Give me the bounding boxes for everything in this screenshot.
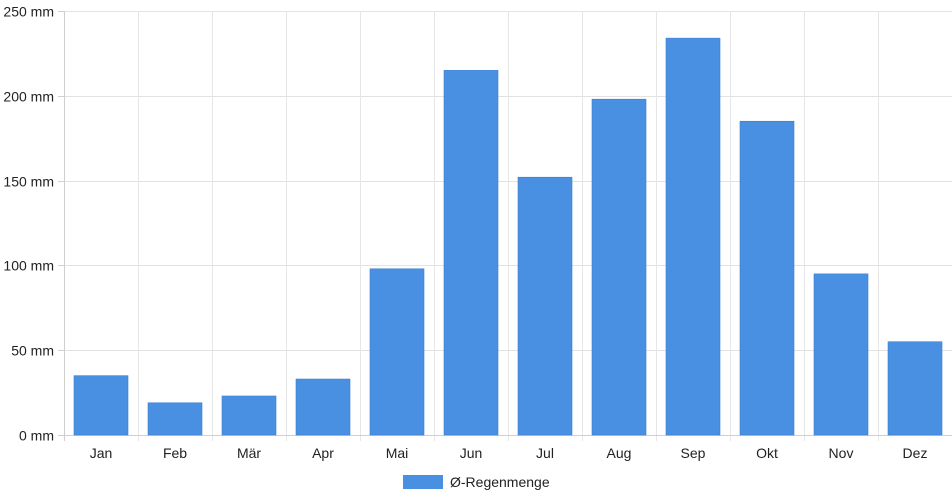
y-tick-label: 100 mm: [3, 258, 54, 274]
y-tick-label: 50 mm: [11, 343, 54, 359]
x-tick-label: Jul: [536, 445, 554, 461]
bar-mai[interactable]: [369, 268, 425, 436]
legend-swatch[interactable]: [403, 475, 443, 489]
y-tick-label: 150 mm: [3, 174, 54, 190]
legend-label[interactable]: Ø-Regenmenge: [450, 474, 550, 490]
x-tick-label: Mai: [386, 445, 409, 461]
grid-lines: [64, 11, 952, 441]
bar-mär[interactable]: [221, 395, 277, 436]
bar-aug[interactable]: [591, 98, 647, 436]
x-tick-label: Jun: [460, 445, 483, 461]
x-tick-label: Mär: [237, 445, 261, 461]
x-tick-label: Sep: [681, 445, 706, 461]
bar-jul[interactable]: [517, 176, 573, 436]
bar-dez[interactable]: [887, 341, 943, 436]
x-tick-label: Nov: [829, 445, 854, 461]
bar-jan[interactable]: [73, 375, 129, 436]
x-axis-tick-labels: Jan Feb Mär Apr Mai Jun Jul Aug Sep Okt Nov Dez: [90, 445, 928, 461]
y-tick-label: 250 mm: [3, 4, 54, 20]
x-tick-label: Dez: [903, 445, 928, 461]
x-tick-label: Okt: [756, 445, 778, 461]
x-tick-label: Apr: [312, 445, 334, 461]
x-tick-label: Jan: [90, 445, 113, 461]
bar-jun[interactable]: [443, 70, 499, 436]
x-tick-label: Feb: [163, 445, 187, 461]
y-tick-label: 200 mm: [3, 89, 54, 105]
y-tick-label: 0 mm: [19, 428, 54, 444]
axes: [58, 11, 952, 441]
bar-sep[interactable]: [665, 37, 721, 436]
bar-apr[interactable]: [295, 378, 351, 436]
bar-feb[interactable]: [147, 402, 203, 436]
bar-nov[interactable]: [813, 273, 869, 436]
bar-okt[interactable]: [739, 120, 795, 436]
legend[interactable]: Ø-Regenmenge: [403, 474, 550, 490]
y-axis-tick-labels: 0 mm 50 mm 100 mm 150 mm 200 mm 250 mm: [3, 4, 54, 444]
x-tick-label: Aug: [607, 445, 632, 461]
bars: [73, 37, 943, 436]
